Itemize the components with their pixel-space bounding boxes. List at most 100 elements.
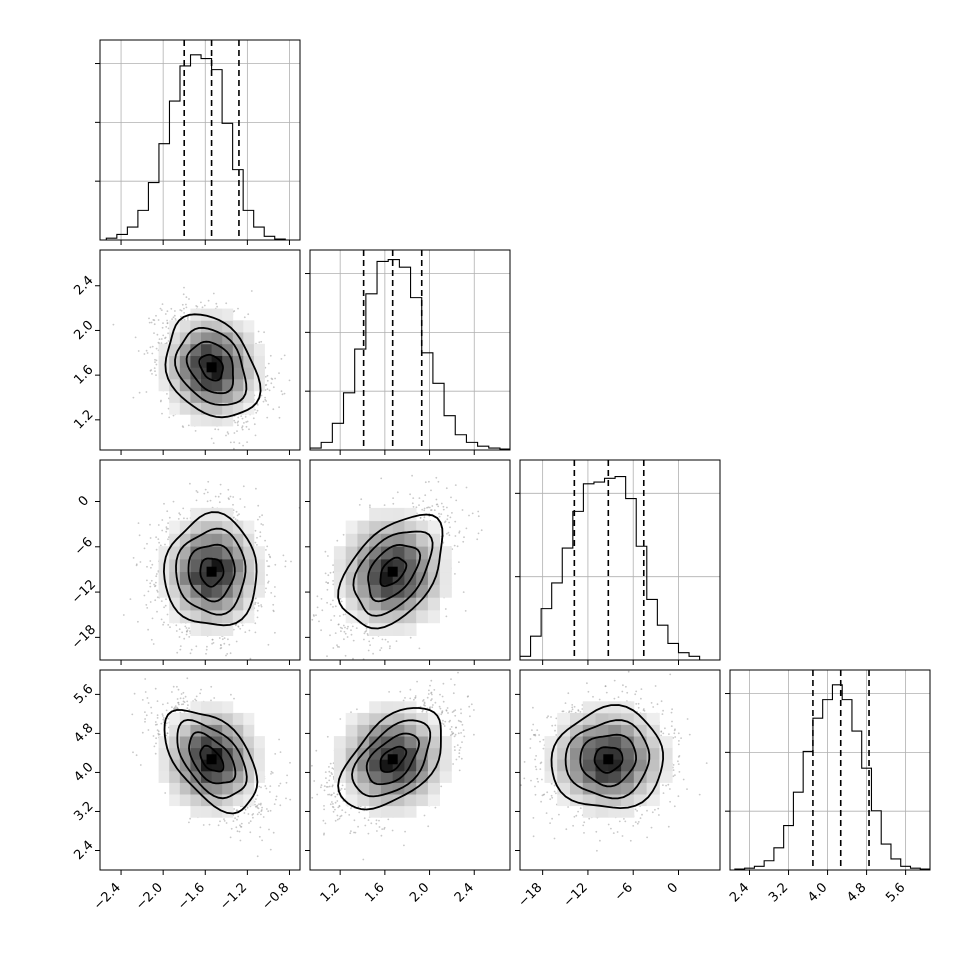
sample-point	[329, 775, 331, 777]
sample-point	[464, 610, 467, 612]
sample-point	[328, 770, 331, 773]
sample-point	[586, 682, 588, 685]
sample-point	[583, 821, 586, 824]
density-cell	[427, 747, 440, 760]
sample-point	[223, 818, 225, 820]
sample-point	[289, 798, 292, 801]
scatter-frame-0-3	[99, 669, 301, 871]
density-cell	[253, 584, 265, 598]
density-cell	[232, 782, 244, 795]
sample-point	[440, 502, 443, 505]
sample-point	[336, 644, 338, 647]
density-cell	[243, 320, 255, 333]
contour-1-3-2	[351, 719, 432, 798]
density-cell	[369, 701, 382, 714]
sample-point	[456, 545, 459, 548]
sample-point	[324, 822, 327, 825]
sample-point	[150, 579, 153, 582]
sample-point	[529, 747, 532, 749]
scatter-frame-0-1	[99, 249, 301, 451]
sample-point	[542, 738, 545, 741]
sample-point	[451, 732, 454, 735]
sample-point	[261, 514, 263, 517]
sample-point	[468, 705, 471, 708]
density-cell	[582, 701, 596, 714]
sample-point	[156, 591, 159, 593]
sample-point	[209, 499, 212, 502]
sample-point	[412, 497, 415, 499]
sample-point	[178, 512, 181, 515]
sample-point	[453, 735, 456, 738]
sample-point	[274, 631, 276, 634]
density-cell	[190, 610, 202, 624]
sample-point	[568, 710, 571, 713]
sample-point	[254, 603, 256, 606]
density-cell	[179, 558, 191, 573]
sample-point	[439, 693, 441, 696]
sample-point	[255, 798, 257, 800]
sample-point	[336, 800, 339, 802]
sample-point	[461, 723, 464, 726]
density-cell	[201, 701, 212, 714]
sample-point	[279, 804, 282, 807]
sample-point	[274, 377, 276, 380]
density-cell	[357, 782, 370, 795]
sample-point	[155, 742, 157, 745]
density-cell	[169, 770, 181, 783]
sample-point	[404, 697, 406, 699]
density-cell	[369, 584, 382, 598]
sample-point	[358, 811, 361, 814]
sample-point	[275, 795, 278, 798]
density-cell	[201, 414, 212, 427]
contour-0-2-0	[199, 557, 225, 588]
density-cell	[201, 712, 212, 725]
density-cell	[439, 584, 452, 598]
density-cell	[211, 355, 223, 368]
density-cell	[232, 332, 244, 345]
sample-point	[151, 617, 154, 620]
sample-point	[215, 302, 218, 305]
sample-point	[179, 513, 182, 516]
sample-point	[450, 496, 452, 499]
sample-point	[161, 326, 164, 329]
sample-point	[268, 389, 271, 392]
sample-point	[278, 416, 281, 419]
x-tick-label-0-3: −1.2	[217, 880, 250, 913]
sample-point	[446, 518, 449, 521]
sample-point	[144, 711, 146, 713]
density-cell	[621, 712, 635, 725]
sample-point	[266, 416, 269, 419]
sample-point	[149, 523, 151, 526]
sample-point	[269, 556, 272, 559]
sample-point	[207, 299, 210, 302]
sample-point	[532, 835, 535, 838]
sample-point	[338, 646, 340, 648]
sample-point	[678, 740, 680, 742]
x-tick-label-0-4: −0.8	[259, 880, 292, 913]
sample-point	[308, 612, 310, 614]
sample-point	[455, 726, 457, 729]
sample-point	[165, 530, 168, 533]
sample-point	[383, 504, 386, 506]
sample-point	[158, 733, 161, 736]
sample-point	[447, 531, 450, 534]
sample-point	[461, 509, 464, 511]
density-cell	[211, 597, 223, 611]
density-cell	[179, 355, 191, 368]
sample-point	[534, 765, 537, 768]
density-cell	[253, 770, 265, 783]
sample-point	[664, 727, 666, 730]
sample-point	[158, 541, 161, 544]
sample-point	[368, 640, 371, 643]
sample-point	[388, 691, 390, 693]
density-peak	[603, 754, 614, 765]
sample-point	[156, 596, 159, 599]
density-cell	[190, 355, 202, 368]
sample-point	[285, 797, 287, 800]
sample-point	[248, 629, 251, 632]
density-cell	[211, 782, 223, 795]
density-cell	[158, 584, 170, 598]
sample-point	[686, 718, 689, 720]
density-cell	[179, 571, 191, 585]
sample-point	[249, 657, 252, 660]
